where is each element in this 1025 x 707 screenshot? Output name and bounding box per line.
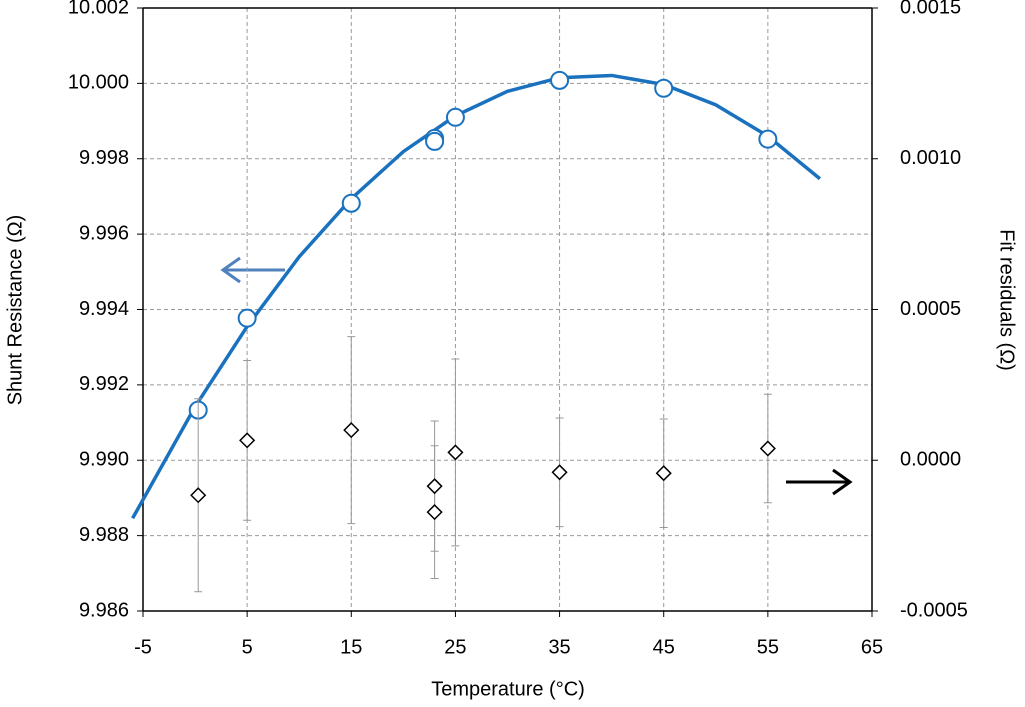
x-tick-label: 65: [861, 636, 883, 658]
data-point: [239, 432, 256, 449]
y-tick-label: 9.990: [79, 449, 129, 471]
y-tick-label: 10.002: [68, 0, 129, 18]
y-tick-label: 9.994: [79, 298, 129, 320]
data-point: [447, 444, 464, 461]
data-point: [445, 107, 465, 127]
x-tick-label: -5: [134, 636, 152, 658]
x-tick-label: 5: [242, 636, 253, 658]
data-point: [654, 78, 674, 98]
data-point: [190, 487, 207, 504]
y-axis-label: Shunt Resistance (Ω): [4, 215, 26, 406]
y-tick-label: 9.992: [79, 373, 129, 395]
data-point: [759, 440, 776, 457]
data-point: [551, 464, 568, 481]
y-tick-label: 9.986: [79, 599, 129, 621]
data-point: [237, 308, 257, 328]
fit-line: [131, 73, 822, 520]
y-tick-label: 9.996: [79, 222, 129, 244]
y-tick-label: 10.000: [68, 72, 129, 94]
data-point: [426, 478, 443, 495]
data-point: [341, 193, 361, 213]
x-tick-label: 25: [444, 636, 466, 658]
data-point: [425, 131, 445, 151]
x-tick-label: 35: [548, 636, 570, 658]
data-point: [655, 465, 672, 482]
data-point: [343, 422, 360, 439]
data-point: [426, 504, 443, 521]
y2-tick-label: -0.0005: [900, 599, 968, 621]
x-tick-label: 55: [757, 636, 779, 658]
y2-tick-label: 0.0000: [900, 449, 961, 471]
y-tick-label: 9.998: [79, 147, 129, 169]
y-tick-label: 9.988: [79, 524, 129, 546]
data-point: [550, 70, 570, 90]
x-tick-label: 45: [653, 636, 675, 658]
y2-tick-label: 0.0015: [900, 0, 961, 18]
y2-tick-label: 0.0005: [900, 298, 961, 320]
right-arrow: [786, 468, 853, 496]
y2-axis-label: Fit residuals (Ω): [996, 229, 1018, 371]
x-tick-label: 15: [340, 636, 362, 658]
data-point: [758, 129, 778, 149]
y2-tick-label: 0.0010: [900, 147, 961, 169]
x-axis-label: Temperature (°C): [431, 678, 585, 700]
left-arrow: [220, 256, 285, 284]
